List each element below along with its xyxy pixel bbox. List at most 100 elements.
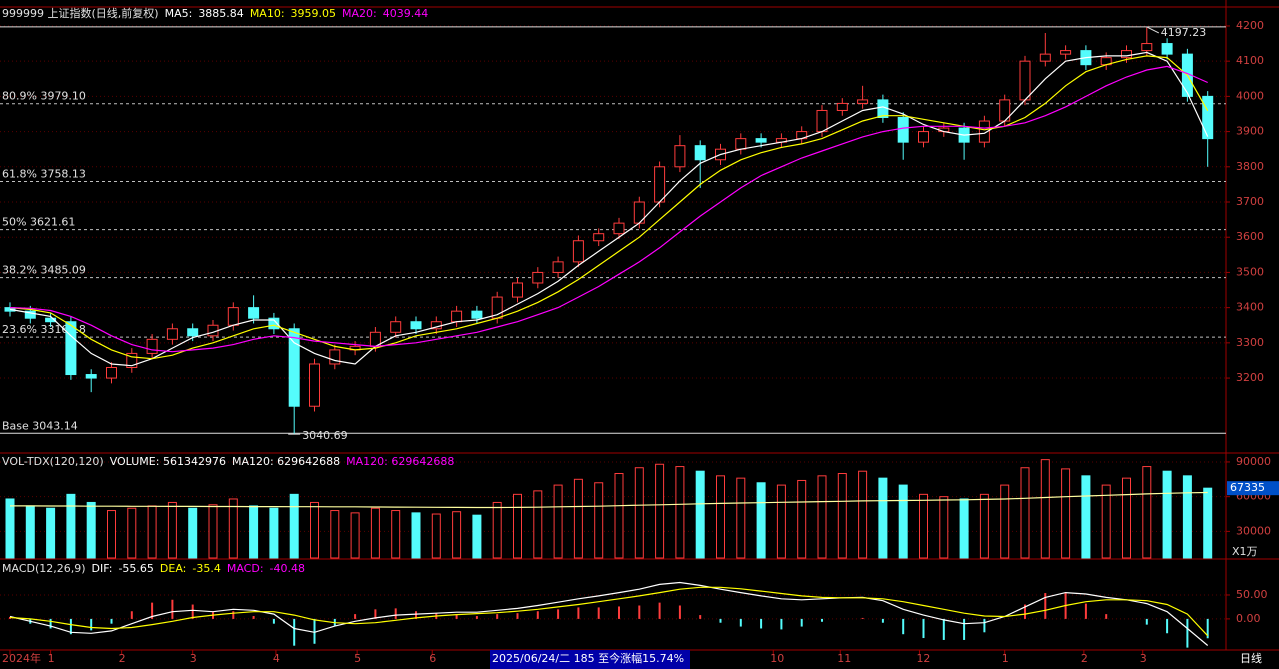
- candle-body: [410, 321, 422, 330]
- candle-body: [1161, 43, 1173, 55]
- volume-bar: [1000, 484, 1010, 559]
- volume-bar: [513, 493, 522, 559]
- candle-body: [146, 338, 158, 354]
- macd-line: [9, 581, 1209, 646]
- candle-body: [85, 374, 97, 379]
- volume-bar: [1122, 477, 1131, 559]
- volume-bar: [25, 505, 35, 559]
- fib-label: 23.6% 3316.18: [2, 323, 86, 336]
- y-tick-label: 30000: [1236, 524, 1271, 537]
- volume-bar: [431, 513, 441, 559]
- legend-value: 3885.84: [198, 7, 244, 20]
- candle-body: [1060, 50, 1072, 55]
- volume-bar: [776, 484, 786, 559]
- volume-bar: [695, 470, 705, 559]
- volume-bar: [147, 505, 157, 559]
- volume-bar: [837, 473, 847, 559]
- candle-body: [755, 138, 767, 143]
- fib-label: 38.2% 3485.09: [2, 264, 86, 277]
- fib-label: 80.9% 3979.10: [2, 90, 86, 103]
- macd-line: [9, 586, 1209, 637]
- volume-bar: [472, 514, 482, 559]
- volume-bar: [5, 498, 15, 559]
- volume-bar: [1162, 470, 1172, 559]
- candle-body: [126, 352, 138, 368]
- x-tick-label: 4: [273, 652, 280, 665]
- legend-name: MA5:: [165, 7, 193, 20]
- candle-body: [1121, 50, 1132, 59]
- legend-name: DEA:: [160, 562, 186, 575]
- volume-bar: [411, 512, 421, 559]
- volume-bar: [330, 510, 340, 559]
- volume-bar: [66, 493, 76, 559]
- volume-bar: [939, 496, 949, 559]
- volume-bar: [594, 482, 604, 559]
- legend-value: 4039.44: [383, 7, 429, 20]
- candle-body: [593, 233, 605, 242]
- volume-bar: [1081, 475, 1091, 559]
- panel-header: VOLUME: 561342976: [110, 455, 226, 468]
- x-tick-label: 5: [354, 652, 361, 665]
- volume-bar: [452, 511, 462, 559]
- candle-body: [816, 109, 828, 133]
- period-button[interactable]: 日线: [1240, 651, 1262, 665]
- volume-bar: [878, 477, 888, 559]
- volume-bar: [1020, 467, 1030, 559]
- x-tick-label: 2024年: [2, 651, 41, 665]
- volume-bar: [310, 501, 319, 559]
- candle-body: [1141, 43, 1153, 52]
- fib-label: 50% 3621.61: [2, 216, 75, 229]
- panel-title: MACD(12,26,9): [2, 562, 86, 575]
- volume-bar: [492, 501, 502, 559]
- panel-header: MA120: 629642688: [346, 455, 454, 468]
- current-volume: 67335: [1230, 481, 1265, 494]
- y-tick-label: 3400: [1236, 301, 1264, 314]
- legend-name: MA20:: [342, 7, 377, 20]
- volume-bar: [1182, 475, 1192, 559]
- y-tick-label: 3800: [1236, 160, 1264, 173]
- volume-bar: [46, 507, 56, 559]
- volume-bar: [736, 477, 746, 559]
- ma-line: [9, 51, 1209, 367]
- y-tick-label: 3300: [1236, 336, 1264, 349]
- volume-bar: [756, 482, 766, 559]
- legend-value: -40.48: [270, 562, 305, 575]
- x-tick-label: 1: [48, 652, 55, 665]
- volume-bar: [655, 463, 665, 559]
- volume-bar: [188, 507, 198, 559]
- status-highlight: 2025/06/24/二 185 至今涨幅15.74%: [492, 651, 684, 665]
- candle-body: [613, 222, 625, 235]
- y-tick-label: 4200: [1236, 19, 1264, 32]
- x-tick-label: 12: [916, 652, 930, 665]
- candle-body: [187, 328, 199, 337]
- legend-value: 3959.05: [291, 7, 337, 20]
- volume-bar: [228, 498, 238, 559]
- volume-bar: [1142, 466, 1152, 559]
- volume-bar: [289, 493, 299, 559]
- y-tick-label: 4000: [1236, 89, 1264, 102]
- y-tick-label: 3200: [1236, 371, 1264, 384]
- volume-bar: [959, 498, 969, 559]
- candle-body: [227, 307, 239, 326]
- volume-bar: [797, 479, 807, 559]
- panel-title: VOL-TDX(120,120): [2, 455, 104, 468]
- volume-bar: [86, 501, 96, 559]
- volume-bar: [858, 470, 868, 559]
- volume-bar: [107, 510, 116, 559]
- volume-bar: [634, 467, 644, 559]
- volume-bar: [249, 505, 259, 559]
- candle-body: [532, 271, 544, 284]
- candle-body: [451, 310, 463, 323]
- candle-body: [1202, 95, 1214, 140]
- panel-header: MA120: 629642688: [232, 455, 340, 468]
- x-tick-label: 3: [190, 652, 197, 665]
- chart-title: 999999 上证指数(日线,前复权): [2, 6, 159, 20]
- x-tick-label: 11: [837, 652, 851, 665]
- candle-body: [1039, 53, 1051, 62]
- fib-label: Base 3043.14: [2, 419, 78, 432]
- volume-bar: [269, 507, 279, 559]
- candle-body: [512, 282, 523, 298]
- volume-bar: [167, 501, 177, 559]
- y-tick-label: 3900: [1236, 125, 1264, 138]
- candle-body: [309, 363, 320, 407]
